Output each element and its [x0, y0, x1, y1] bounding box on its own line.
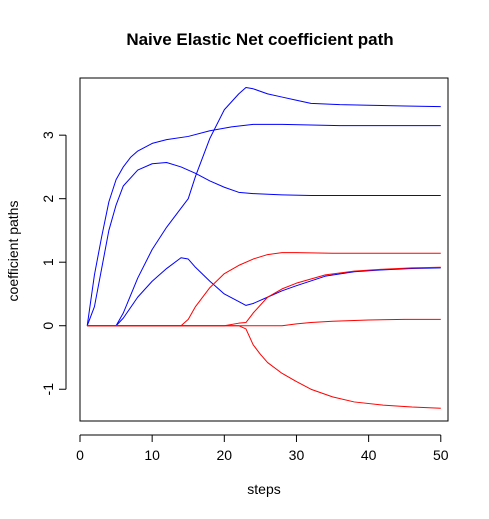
x-tick-label: 20 — [217, 447, 233, 463]
x-axis-label: steps — [247, 481, 280, 497]
x-tick-label: 40 — [361, 447, 377, 463]
axes: 0 10 20 30 40 50 -1 0 1 2 3 — [40, 131, 449, 463]
x-tick-label: 30 — [289, 447, 305, 463]
y-tick-label: 2 — [40, 195, 56, 203]
y-tick-label: 0 — [40, 322, 56, 330]
series-layer — [86, 87, 441, 409]
series-line — [86, 123, 441, 326]
x-tick-label: 0 — [76, 447, 84, 463]
series-line — [115, 257, 441, 327]
series-line — [115, 87, 441, 326]
y-tick-label: -1 — [40, 383, 56, 396]
series-line — [86, 161, 441, 326]
y-tick-label: 3 — [40, 131, 56, 139]
y-tick-label: 1 — [40, 258, 56, 266]
x-tick-label: 50 — [433, 447, 449, 463]
series-line — [87, 325, 441, 409]
chart-title: Naive Elastic Net coefficient path — [126, 30, 393, 49]
y-axis-label: coefficient paths — [5, 201, 21, 302]
x-tick-label: 10 — [144, 447, 160, 463]
plot-frame — [79, 77, 449, 422]
